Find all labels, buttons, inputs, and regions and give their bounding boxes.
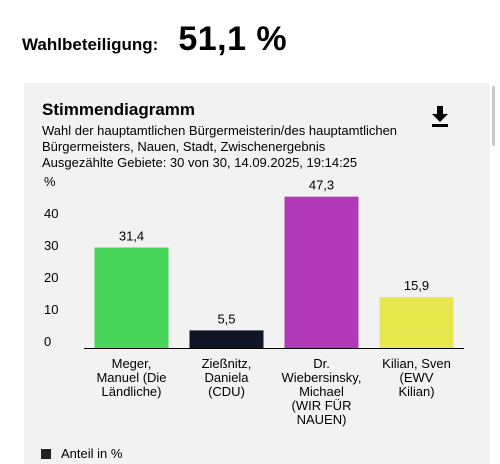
turnout-label: Wahlbeteiligung: — [22, 35, 159, 54]
x-category-label: Meger, Manuel (Die Ländliche) — [96, 356, 166, 399]
bar-value-label: 47,3 — [309, 178, 334, 193]
y-tick-label: 10 — [44, 302, 58, 317]
y-tick-label: 0 — [44, 334, 51, 349]
y-tick-label: 30 — [44, 238, 58, 253]
subtitle-line: Bürgermeisters, Nauen, Stadt, Zwischener… — [42, 139, 326, 154]
bar — [284, 196, 359, 348]
turnout-header: Wahlbeteiligung: 51,1 % — [22, 20, 287, 70]
y-tick-label: 20 — [44, 270, 58, 285]
y-axis-label: % — [44, 174, 56, 189]
legend-label: Anteil in % — [61, 446, 123, 461]
bar — [94, 247, 169, 348]
chart-legend: Anteil in % — [41, 446, 122, 461]
scrollbar[interactable] — [492, 86, 495, 146]
bar — [379, 297, 454, 348]
subtitle-line: Ausgezählte Gebiete: 30 von 30, 14.09.20… — [42, 155, 358, 170]
chart-subtitle: Wahl der hauptamtlichen Bürgermeisterin/… — [42, 123, 442, 171]
x-category-label: Zießnitz, Daniela (CDU) — [202, 356, 252, 399]
y-tick-label: 40 — [44, 206, 58, 221]
bar-value-label: 31,4 — [119, 229, 144, 244]
turnout-value: 51,1 % — [178, 20, 288, 58]
legend-swatch — [41, 448, 51, 459]
bar-chart: % 0 10 20 30 40 31,4 Meger, Manuel (Die Ländliche… — [44, 174, 464, 427]
x-category-label: Dr. Wiebersinsky, Michael (WIR FÜR NAUEN) — [282, 356, 362, 427]
bar-value-label: 15,9 — [404, 278, 429, 293]
chart-panel: Stimmendiagramm Wahl der hauptamtlichen … — [24, 83, 490, 464]
subtitle-line: Wahl der hauptamtlichen Bürgermeisterin/… — [42, 123, 398, 138]
bar-value-label: 5,5 — [217, 311, 235, 326]
bar — [189, 330, 264, 348]
download-icon[interactable] — [430, 105, 450, 127]
chart-title: Stimmendiagramm — [42, 100, 196, 119]
x-category-label: Kilian, Sven (EWV Kilian) — [382, 356, 451, 399]
